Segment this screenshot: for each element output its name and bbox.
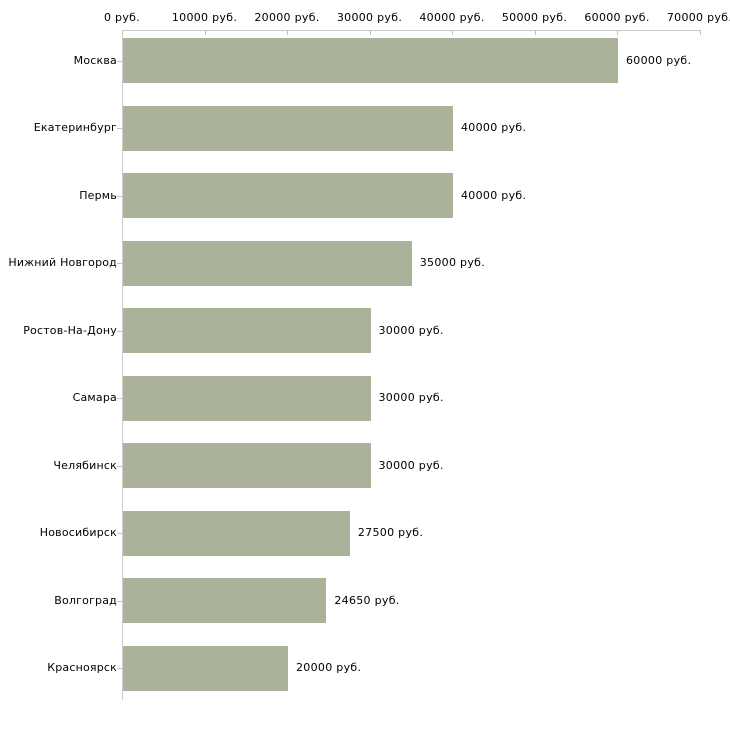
x-axis-tick <box>699 30 701 35</box>
category-tick <box>117 263 122 264</box>
bar <box>123 443 371 488</box>
category-tick <box>117 533 122 534</box>
x-axis-line <box>122 30 700 31</box>
value-label: 40000 руб. <box>461 121 527 134</box>
category-tick <box>117 195 122 197</box>
bar <box>123 510 350 556</box>
x-axis-tick <box>534 30 536 35</box>
x-axis-tick-label: 10000 руб. <box>171 11 238 24</box>
value-label: 60000 руб. <box>626 53 692 67</box>
category-tick <box>117 600 122 602</box>
category-label: Красноярск <box>47 661 117 674</box>
bar <box>123 105 453 151</box>
category-tick <box>117 668 122 669</box>
x-axis-tick-label: 60000 руб. <box>584 11 650 24</box>
value-label: 30000 руб. <box>378 458 444 472</box>
bar <box>123 173 453 218</box>
category-label: Пермь <box>79 188 117 202</box>
bar <box>123 240 412 286</box>
bar <box>123 308 371 353</box>
x-axis-tick <box>617 30 618 35</box>
category-label: Москва <box>73 53 117 67</box>
value-label: 35000 руб. <box>419 256 486 269</box>
category-label: Самара <box>72 391 117 404</box>
value-label: 40000 руб. <box>461 188 527 202</box>
category-label: Нижний Новгород <box>8 256 117 269</box>
category-label: Ростов-На-Дону <box>23 323 117 337</box>
bar <box>123 645 288 691</box>
value-label: 24650 руб. <box>334 593 400 607</box>
category-tick <box>117 330 122 332</box>
bar <box>123 38 618 83</box>
category-label: Волгоград <box>54 593 117 607</box>
bar <box>123 375 371 421</box>
bar <box>123 578 327 623</box>
category-label: Новосибирск <box>39 526 117 539</box>
x-axis-tick <box>369 30 371 35</box>
category-label: Челябинск <box>53 458 117 472</box>
value-label: 27500 руб. <box>357 526 424 539</box>
x-axis-tick-label: 40000 руб. <box>419 11 485 24</box>
category-label: Екатеринбург <box>33 121 117 134</box>
value-label: 30000 руб. <box>378 391 444 404</box>
y-axis-line <box>122 30 123 700</box>
category-tick <box>117 465 122 467</box>
x-axis-tick <box>204 30 206 35</box>
category-tick <box>117 128 122 129</box>
value-label: 20000 руб. <box>296 661 362 674</box>
value-label: 30000 руб. <box>378 323 444 337</box>
x-axis-tick-label: 20000 руб. <box>254 11 320 24</box>
x-axis-tick-label: 50000 руб. <box>501 11 568 24</box>
x-axis-tick-label: 0 руб. <box>103 11 141 24</box>
x-axis-tick-label: 30000 руб. <box>336 11 403 24</box>
x-axis-tick <box>452 30 453 35</box>
x-axis-tick-label: 70000 руб. <box>666 11 730 24</box>
category-tick <box>117 60 122 62</box>
x-axis-tick <box>122 30 123 35</box>
category-tick <box>117 398 122 399</box>
x-axis-tick <box>287 30 288 35</box>
